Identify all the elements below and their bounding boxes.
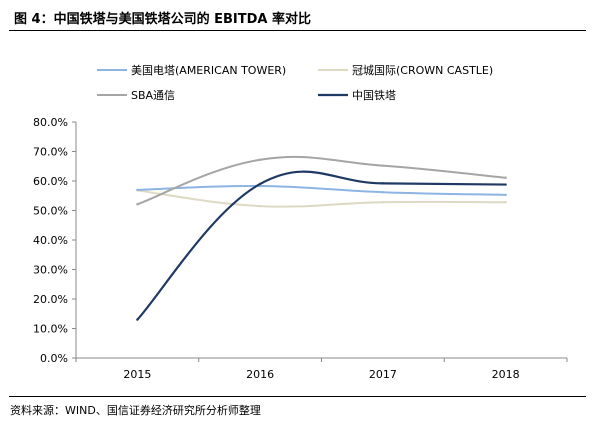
- legend-label: 中国铁塔: [352, 89, 396, 102]
- y-tick-label: 50.0%: [33, 205, 68, 218]
- series-line: [136, 170, 506, 321]
- y-tick-label: 0.0%: [40, 352, 68, 365]
- series-line: [137, 155, 506, 206]
- series-point: [136, 318, 139, 321]
- y-tick-label: 60.0%: [33, 175, 68, 188]
- x-tick-label: 2016: [246, 368, 274, 381]
- series-line: [137, 189, 506, 208]
- series-point: [258, 204, 262, 208]
- series-point: [258, 158, 262, 161]
- x-tick-label: 2017: [369, 368, 397, 381]
- series-point: [381, 164, 385, 167]
- x-tick-label: 2018: [492, 368, 520, 381]
- series-line: [137, 184, 506, 196]
- series-point: [504, 193, 507, 197]
- series-point: [504, 176, 507, 179]
- legend-label: 美国电塔(AMERICAN TOWER): [131, 64, 286, 77]
- series-point: [381, 191, 385, 194]
- legend-label: 冠城国际(CROWN CASTLE): [352, 64, 493, 77]
- legend-label: SBA通信: [131, 89, 175, 102]
- series-point: [504, 183, 507, 186]
- source-note: 资料来源：WIND、国信证券经济研究所分析师整理: [10, 404, 261, 417]
- series-point: [136, 188, 139, 192]
- title-rule: [9, 30, 586, 31]
- figure-title: 图 4：中国铁塔与美国铁塔公司的 EBITDA 率对比: [14, 12, 311, 27]
- y-tick-label: 70.0%: [33, 146, 68, 159]
- y-tick-label: 20.0%: [33, 293, 68, 306]
- y-tick-label: 10.0%: [33, 323, 68, 336]
- series-point: [381, 201, 385, 204]
- series-point: [504, 201, 507, 204]
- y-tick-label: 30.0%: [33, 264, 68, 277]
- series-point: [381, 182, 385, 185]
- source-rule: [9, 396, 586, 397]
- x-tick-label: 2015: [123, 368, 151, 381]
- series-point: [136, 203, 139, 206]
- series-point: [258, 182, 262, 186]
- y-tick-label: 40.0%: [33, 234, 68, 247]
- y-tick-label: 80.0%: [33, 116, 68, 129]
